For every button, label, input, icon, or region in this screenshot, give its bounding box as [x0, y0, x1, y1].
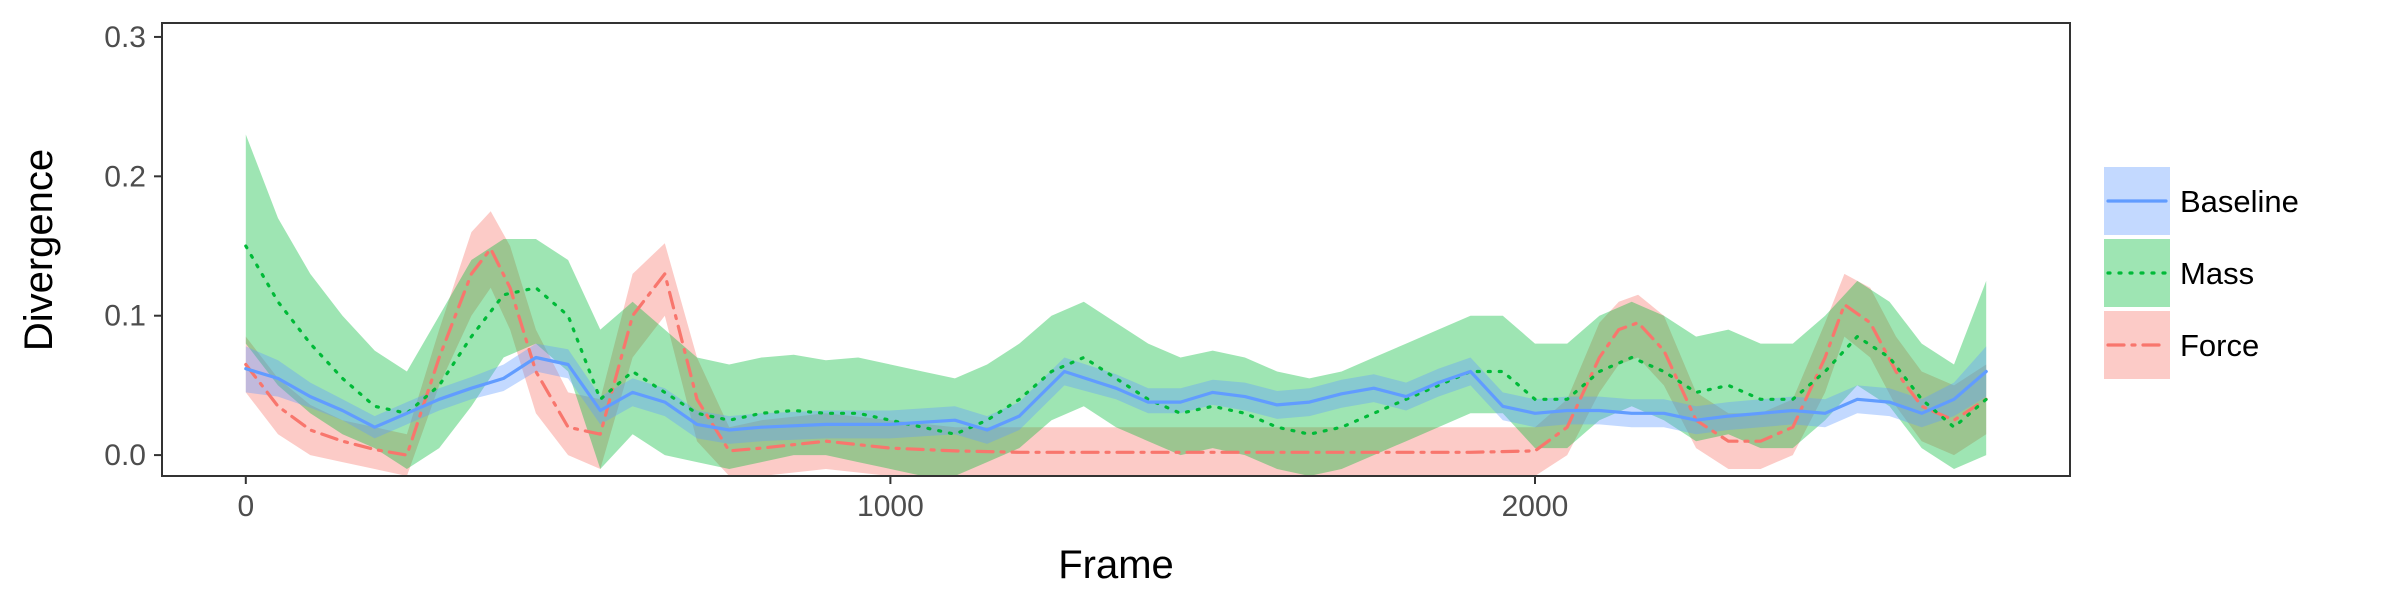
mass-confidence-band — [245, 134, 1987, 476]
y-axis-title: Divergence — [17, 149, 61, 351]
legend-key-mass-band — [2104, 239, 2170, 307]
panel-border — [161, 22, 2071, 477]
mass-series-line — [244, 244, 1988, 436]
axes: 0 1000 2000 0.0 0.1 0.2 0.3 — [104, 21, 1568, 523]
legend-label-force: Force — [2180, 328, 2259, 363]
baseline-confidence-band — [245, 343, 1987, 444]
legend: Baseline Mass Force — [2102, 165, 2299, 381]
y-tick-label: 0.3 — [104, 21, 146, 54]
y-tick-label: 0.1 — [104, 300, 146, 333]
x-tick-label: 1000 — [857, 490, 924, 523]
x-tick-label: 0 — [237, 490, 254, 523]
legend-label-mass: Mass — [2180, 256, 2254, 291]
legend-label-baseline: Baseline — [2180, 184, 2299, 219]
baseline-series-line — [244, 355, 1988, 432]
y-tick-label: 0.0 — [104, 439, 146, 472]
x-tick-label: 2000 — [1502, 490, 1569, 523]
y-tick-label: 0.2 — [104, 160, 146, 193]
plot-area — [244, 134, 1988, 476]
x-axis-title: Frame — [1058, 543, 1174, 587]
force-confidence-band — [245, 211, 1987, 476]
legend-key-background — [2102, 237, 2172, 309]
force-series-line — [244, 247, 1988, 457]
